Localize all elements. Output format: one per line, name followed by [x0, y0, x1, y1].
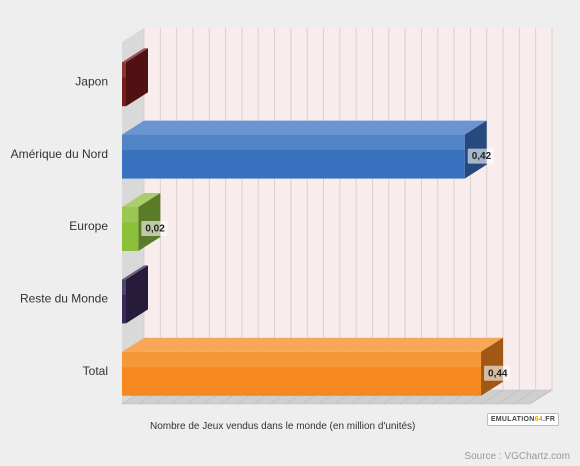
floor-gridline	[513, 389, 536, 405]
value-label-bg	[141, 221, 168, 236]
bar-top-face	[122, 120, 487, 135]
bar-highlight	[122, 62, 126, 78]
category-label: Japon	[75, 74, 108, 88]
x-axis-title: Nombre de Jeux vendus dans le monde (en …	[150, 421, 416, 432]
bar-highlight	[122, 134, 465, 150]
logo-text-c: .FR	[543, 416, 556, 423]
category-label: Europe	[69, 219, 108, 233]
bar-front-face	[122, 279, 126, 324]
bar-top-face	[122, 265, 148, 280]
bar-top-face	[122, 48, 148, 63]
bar-front-face	[122, 134, 465, 179]
source-credit: Source : VGChartz.com	[464, 451, 570, 462]
emulation64-logo: EMULATION64.FR	[487, 413, 559, 426]
bar-top-face	[122, 193, 161, 207]
category-label: Amérique du Nord	[11, 147, 108, 161]
floor-gridline	[480, 389, 504, 405]
bar-side-face	[126, 265, 148, 324]
value-label-bg	[467, 148, 494, 164]
logo-text-b: 64	[534, 416, 543, 423]
bars	[122, 48, 504, 396]
bar-japon	[122, 48, 148, 107]
floor-gridline	[529, 389, 553, 405]
bar-reste-du-monde	[122, 265, 148, 324]
bar-total	[122, 337, 504, 396]
logo-text-a: EMULATION	[490, 416, 535, 423]
category-labels: Japon Amérique du Nord Europe Reste du Mond…	[11, 74, 109, 378]
bar-highlight	[122, 207, 139, 223]
bar-am-rique-du-nord	[122, 120, 487, 179]
back-wall	[144, 28, 552, 390]
value-label: 0,44	[488, 368, 508, 379]
value-labels: 0,42 0,02 0,44	[141, 148, 511, 381]
value-label: 0,02	[145, 224, 165, 235]
bar-side-face	[126, 48, 148, 107]
bar-highlight	[122, 351, 482, 368]
floor-gridline	[497, 389, 520, 405]
bar-front-face	[122, 351, 482, 396]
bar-top-face	[122, 337, 504, 352]
category-label: Total	[83, 364, 108, 378]
value-label: 0,42	[472, 151, 492, 162]
bar-front-face	[122, 207, 139, 251]
gridlines	[121, 28, 553, 405]
bar-highlight	[122, 279, 126, 295]
category-label: Reste du Monde	[20, 292, 108, 306]
bar-front-face	[122, 62, 126, 107]
value-label-bg	[484, 365, 511, 381]
